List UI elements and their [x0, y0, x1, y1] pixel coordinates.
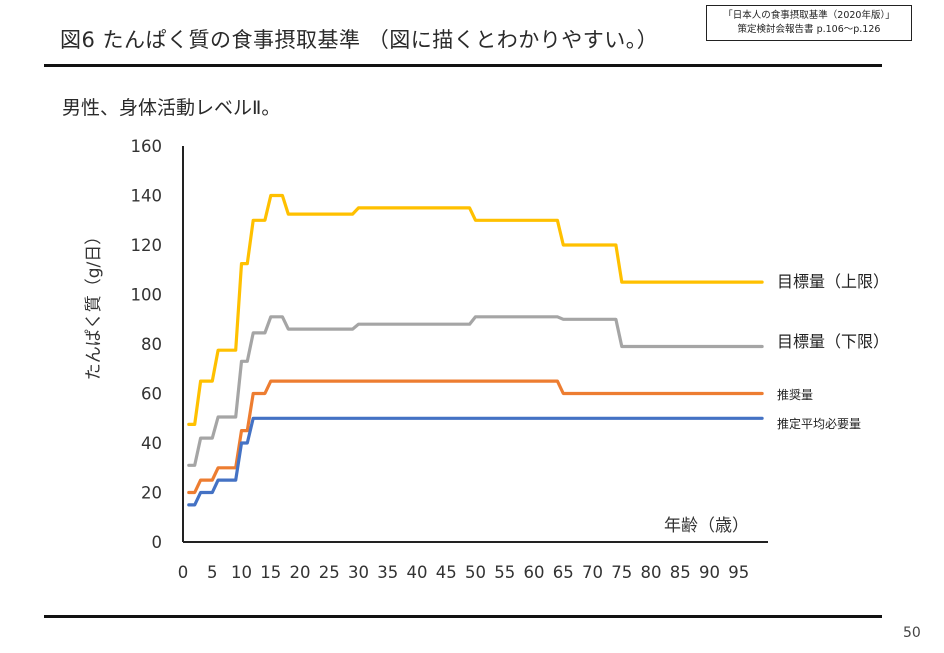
x-tick-label: 40: [407, 563, 428, 582]
x-tick-label: 15: [260, 563, 281, 582]
y-tick-label: 20: [141, 484, 162, 503]
x-tick-label: 80: [641, 563, 662, 582]
x-tick-label: 50: [465, 563, 486, 582]
x-tick-label: 85: [670, 563, 691, 582]
y-axis-title-group: たんぱく質（g/日）: [84, 228, 104, 381]
x-tick-label: 45: [436, 563, 457, 582]
x-tick-label: 25: [319, 563, 340, 582]
x-tick-label: 65: [553, 563, 574, 582]
x-tick-label: 0: [178, 563, 189, 582]
x-tick-label: 70: [582, 563, 603, 582]
series-line-2: [187, 379, 764, 495]
x-tick-label: 35: [377, 563, 398, 582]
series-label: 目標量（下限）: [777, 332, 889, 351]
x-axis-title: 年齢（歳）: [664, 516, 749, 536]
series-line-0: [187, 193, 764, 426]
source-line-2: 策定検討会報告書 p.106〜p.126: [737, 24, 881, 35]
x-tick-label: 95: [728, 563, 749, 582]
series-label: 推奨量: [777, 388, 813, 402]
y-axis-title: たんぱく質（g/日）: [84, 228, 104, 381]
y-tick-label: 100: [131, 286, 163, 305]
y-tick-label: 80: [141, 335, 162, 354]
x-tick-label: 20: [290, 563, 311, 582]
top-divider: [44, 64, 882, 67]
y-tick-label: 140: [131, 187, 163, 206]
series-label: 目標量（上限）: [777, 272, 889, 291]
series-label: 推定平均必要量: [777, 416, 861, 431]
page-number: 50: [903, 625, 921, 641]
source-citation: 「日本人の食事摂取基準（2020年版）」 策定検討会報告書 p.106〜p.12…: [706, 5, 912, 41]
x-tick-label: 60: [524, 563, 545, 582]
page-title: 図6 たんぱく質の食事摂取基準 （図に描くとわかりやすい。）: [60, 28, 659, 52]
source-line-1: 「日本人の食事摂取基準（2020年版）」: [723, 10, 895, 21]
y-tick-label: 40: [141, 434, 162, 453]
x-tick-label: 30: [348, 563, 369, 582]
chart-subtitle: 男性、身体活動レベルⅡ。: [62, 97, 281, 119]
y-tick-label: 60: [141, 385, 162, 404]
series-line-1: [187, 315, 764, 467]
y-tick-label: 120: [131, 236, 163, 255]
x-tick-label: 90: [699, 563, 720, 582]
bottom-divider: [44, 615, 882, 618]
x-tick-label: 10: [231, 563, 252, 582]
x-tick-label: 5: [207, 563, 218, 582]
x-tick-label: 75: [611, 563, 632, 582]
series-line-3: [187, 416, 764, 507]
y-tick-label: 0: [152, 533, 163, 552]
y-tick-label: 160: [131, 137, 163, 156]
x-tick-label: 55: [494, 563, 515, 582]
